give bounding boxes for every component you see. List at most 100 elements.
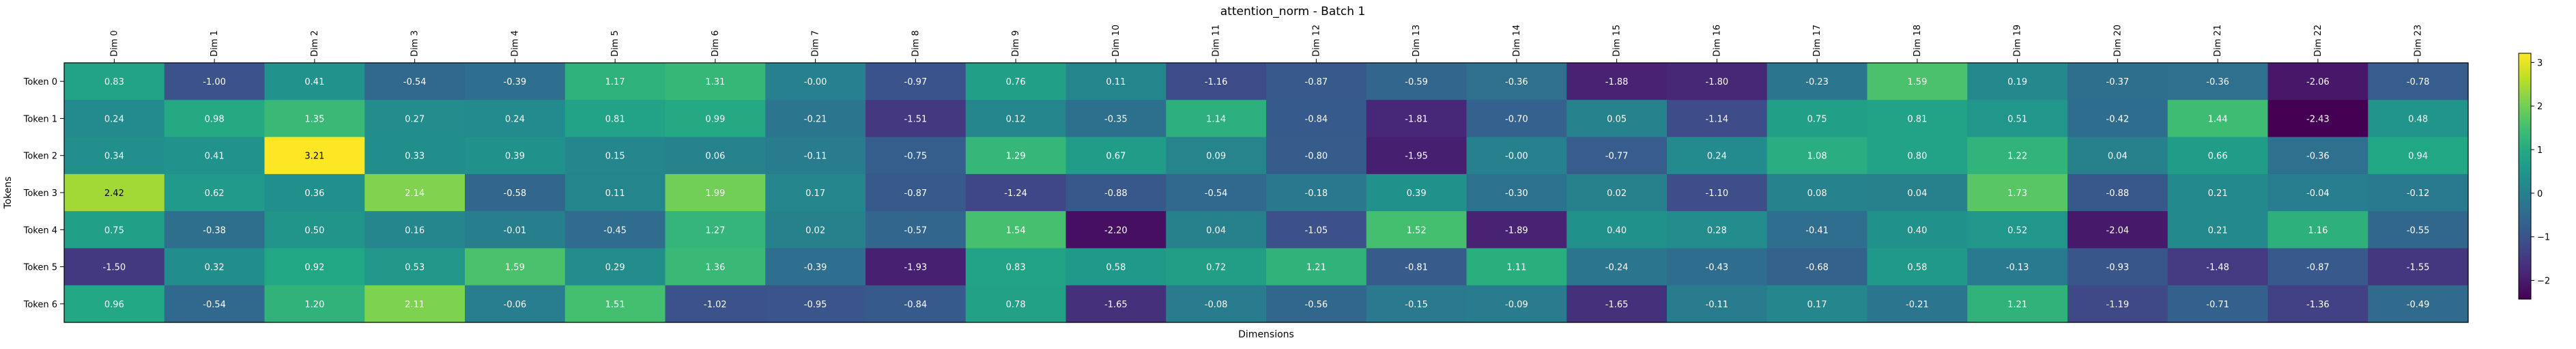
heatmap-cell [2167,248,2269,286]
heatmap-cell [1566,173,1668,212]
heatmap-cell [1366,173,1468,212]
heatmap-cell [1065,100,1167,138]
y-axis-ticks: Token 0 Token 1 Token 2 Token 3 Token 4 Token… [23,77,64,310]
cell-value-label: 1.11 [1506,263,1526,273]
heatmap-cell [1766,63,1868,100]
heatmap-cell [1166,137,1267,175]
y-tick-label: Token 2 [23,152,57,162]
cell-value-label: 0.50 [304,225,324,236]
cell-value-label: -0.35 [1104,114,1128,124]
cell-value-label: 1.17 [605,77,625,87]
cell-value-label: 0.29 [605,263,625,273]
cell-value-label: -1.65 [1605,300,1629,310]
cell-value-label: -0.15 [1405,300,1428,310]
heatmap-cell [665,137,766,175]
heatmap-cell [465,248,566,286]
cell-value-label: 0.41 [304,77,324,87]
x-tick-label: Dim 4 [510,30,520,57]
heatmap-cell [364,137,466,175]
cell-value-label: -1.65 [1104,300,1128,310]
heatmap-cell [2368,211,2469,249]
cell-value-label: 1.27 [705,225,725,236]
cell-value-label: -0.84 [904,300,928,310]
heatmap-cell [1466,173,1567,212]
cell-value-label: 1.22 [2007,152,2027,162]
heatmap-cell [1967,248,2068,286]
heatmap-cell [2067,100,2169,138]
heatmap-cell [1366,63,1468,100]
cell-value-label: -0.87 [2306,263,2330,273]
heatmap-cell [1566,211,1668,249]
heatmap-cell [1166,173,1267,212]
x-tick-label: Dim 2 [310,30,320,57]
cell-value-label: -0.97 [904,77,928,87]
heatmap-cell [1766,100,1868,138]
y-tick-label: Token 3 [23,189,57,199]
cell-value-label: 1.54 [1006,225,1026,236]
cell-value-label: 0.83 [1006,263,1026,273]
cell-value-label: 0.51 [2007,114,2027,124]
cell-value-label: -1.80 [1706,77,1729,87]
heatmap-cell [1766,173,1868,212]
heatmap-cell [364,63,466,100]
cell-value-label: 0.28 [1707,225,1727,236]
cell-value-label: -0.12 [2407,189,2430,199]
cell-value-label: -0.71 [2206,300,2229,310]
heatmap-cell [264,211,365,249]
heatmap-cell [965,285,1067,323]
cell-value-label: 0.99 [705,114,725,124]
heatmap-cell [1065,211,1167,249]
heatmap-cell [364,100,466,138]
heatmap-cell [1466,211,1567,249]
x-tick-label: Dim 5 [610,30,620,57]
heatmap-cell [1166,100,1267,138]
cell-value-label: 0.75 [104,225,124,236]
cell-value-label: 1.31 [705,77,725,87]
heatmap-cell [364,173,466,212]
cell-value-label: -0.54 [203,300,226,310]
heatmap-cell [1566,137,1668,175]
cell-value-label: 2.42 [104,189,124,199]
heatmap-cell [665,248,766,286]
x-tick-label: Dim 15 [1612,25,1622,57]
heatmap-cell [2368,137,2469,175]
heatmap-cell [264,137,365,175]
cell-value-label: 0.04 [2108,152,2128,162]
colorbar-ticks: −2 −1 0 1 2 3 [2531,58,2550,287]
heatmap-cell [1466,248,1567,286]
cell-value-label: -0.30 [1505,189,1528,199]
heatmap-cell [1766,248,1868,286]
cell-value-label: 0.02 [1607,189,1627,199]
heatmap-cell [164,100,266,138]
cell-value-label: -0.81 [1405,263,1428,273]
x-tick-label: Dim 17 [1812,25,1822,57]
heatmap-cell [2167,63,2269,100]
y-tick-label: Token 6 [23,300,57,310]
heatmap-cell [564,285,666,323]
heatmap-cell [2368,285,2469,323]
colorbar-tick-label: 3 [2537,58,2543,68]
heatmap-cell [264,173,365,212]
cell-value-label: -0.93 [2106,263,2130,273]
heatmap-cell [965,173,1067,212]
x-tick-label: Dim 21 [2213,25,2223,57]
heatmap-cell [1967,137,2068,175]
cell-value-label: -0.36 [2206,77,2229,87]
heatmap-cell [2368,248,2469,286]
cell-value-label: -0.41 [1805,225,1829,236]
cell-value-label: -0.01 [504,225,527,236]
heatmap-cell [765,137,866,175]
cell-value-label: -0.21 [1906,300,1929,310]
cell-value-label: -0.38 [203,225,226,236]
heatmap-cell [1266,173,1367,212]
cell-value-label: -1.02 [704,300,727,310]
cell-value-label: -0.43 [1706,263,1729,273]
chart-title: attention_norm - Batch 1 [1220,5,1366,18]
cell-value-label: 1.99 [705,189,725,199]
heatmap-cell [1967,211,2068,249]
cell-value-label: 0.41 [205,152,225,162]
heatmap-cell [2267,285,2369,323]
heatmap-cell [865,173,967,212]
heatmap-cell [564,173,666,212]
heatmap-cell [2167,100,2269,138]
